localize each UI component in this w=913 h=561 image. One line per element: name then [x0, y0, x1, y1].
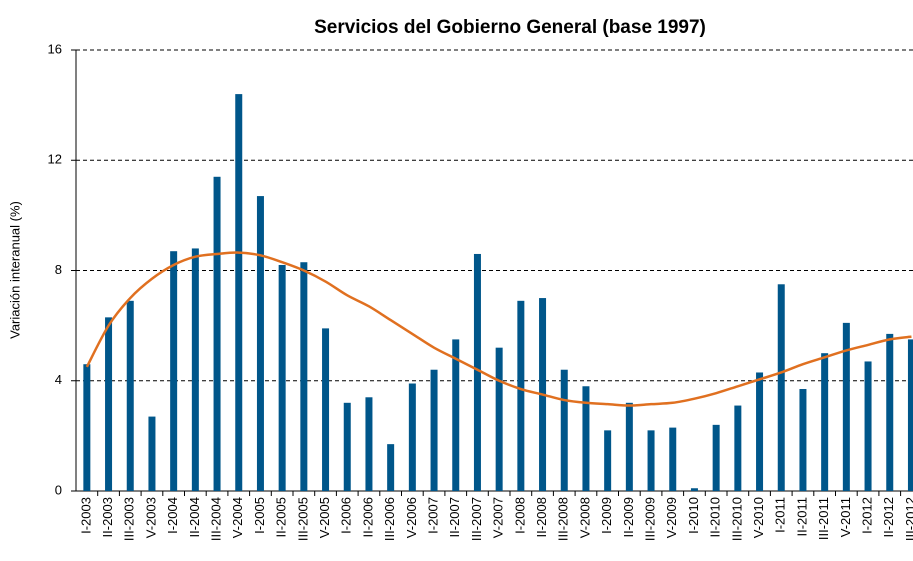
bar	[669, 427, 677, 491]
x-tick-label: I-2008	[512, 497, 527, 534]
x-tick-label: II-2010	[708, 497, 723, 537]
x-tick-label: II-2011	[794, 497, 809, 537]
bar	[213, 176, 221, 491]
bar	[734, 405, 742, 491]
bar	[83, 364, 91, 491]
x-tick-label: III-2009	[642, 497, 657, 541]
bar	[473, 253, 481, 491]
bar	[777, 284, 785, 491]
bar	[560, 369, 568, 491]
x-tick-label: III-2005	[295, 497, 310, 541]
x-tick-label: I-2011	[773, 497, 788, 533]
bar	[756, 372, 764, 491]
y-axis-label: Variación interanual (%)	[7, 201, 22, 339]
bar	[343, 402, 351, 491]
bar	[430, 369, 438, 491]
x-tick-label: V-2004	[230, 497, 245, 538]
bar	[105, 317, 113, 491]
bar	[322, 328, 330, 491]
x-tick-label: II-2004	[187, 497, 202, 537]
x-tick-label: III-2003	[122, 497, 137, 541]
x-tick-label: III-2008	[556, 497, 571, 541]
bar	[452, 339, 460, 491]
bar	[235, 94, 243, 491]
bar	[408, 383, 416, 491]
y-tick-label: 16	[48, 41, 62, 56]
chart-title: Servicios del Gobierno General (base 199…	[314, 17, 706, 38]
x-tick-label: II-2005	[274, 497, 289, 537]
x-tick-label: III-2007	[469, 497, 484, 541]
x-tick-label: V-2011	[838, 497, 853, 537]
y-tick-label: 12	[48, 152, 62, 167]
x-tick-label: I-2007	[425, 497, 440, 534]
x-tick-label: V-2003	[143, 497, 158, 538]
bar	[191, 248, 199, 491]
bar	[387, 444, 395, 491]
x-tick-label: I-2006	[339, 497, 354, 534]
bar	[690, 488, 698, 491]
x-tick-label: V-2005	[317, 497, 332, 538]
x-tick-label: V-2007	[491, 497, 506, 538]
bar	[365, 397, 373, 491]
x-tick-label: I-2003	[78, 497, 93, 534]
bar	[170, 251, 178, 491]
bar	[148, 416, 156, 491]
bar	[604, 430, 612, 491]
x-tick-label: I-2009	[599, 497, 614, 534]
x-tick-label: I-2010	[686, 497, 701, 534]
bar	[495, 347, 503, 491]
bar	[278, 264, 286, 491]
bar	[256, 196, 264, 492]
y-tick-label: 4	[55, 372, 62, 387]
x-tick-label: II-2006	[360, 497, 375, 537]
x-tick-label: I-2012	[859, 497, 874, 534]
bar	[126, 300, 134, 491]
x-tick-label: III-2010	[729, 497, 744, 541]
bar	[907, 339, 913, 491]
x-tick-label: V-2009	[664, 497, 679, 538]
bar	[799, 389, 807, 491]
x-tick-label: I-2005	[252, 497, 267, 534]
bar	[625, 402, 633, 491]
x-tick-label: I-2004	[165, 497, 180, 534]
x-tick-label: II-2007	[447, 497, 462, 537]
x-tick-label: II-2008	[534, 497, 549, 537]
bar	[864, 361, 872, 491]
x-tick-label: III-2006	[382, 497, 397, 541]
bar	[647, 430, 655, 491]
bar	[582, 386, 590, 491]
bar	[300, 262, 308, 491]
x-tick-label: II-2009	[621, 497, 636, 537]
x-tick-label: V-2008	[577, 497, 592, 538]
bar	[886, 333, 894, 491]
bar	[712, 424, 720, 491]
x-tick-label: II-2012	[881, 497, 896, 537]
trend-line	[85, 251, 912, 407]
x-tick-label: III-2012	[903, 497, 913, 541]
bar	[821, 353, 829, 491]
y-tick-label: 8	[55, 262, 62, 277]
bar	[517, 300, 525, 491]
y-tick-label: 0	[55, 482, 62, 497]
x-tick-label: III-2011	[816, 497, 831, 540]
bar	[842, 322, 850, 491]
x-tick-label: V-2010	[751, 497, 766, 538]
x-tick-label: V-2006	[404, 497, 419, 538]
x-tick-label: II-2003	[100, 497, 115, 537]
x-tick-label: III-2004	[208, 497, 223, 541]
